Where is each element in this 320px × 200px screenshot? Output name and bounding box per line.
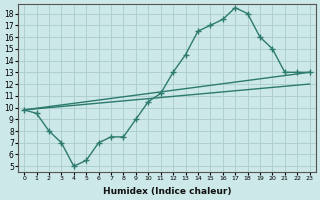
- X-axis label: Humidex (Indice chaleur): Humidex (Indice chaleur): [103, 187, 231, 196]
